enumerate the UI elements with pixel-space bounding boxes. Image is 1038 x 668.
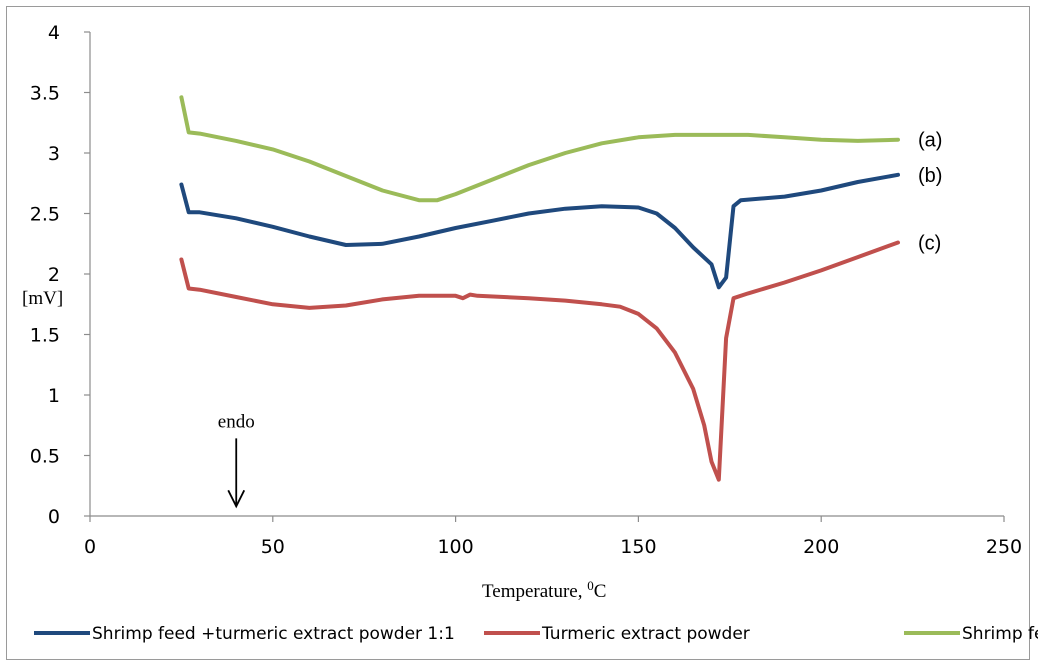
x-axis-label-superscript: 0 [587, 578, 594, 593]
x-axis-label: Temperature, 0C [482, 578, 606, 602]
x-tick-label: 200 [803, 536, 839, 558]
y-tick-label: 3 [48, 143, 60, 165]
x-tick-label: 100 [437, 536, 473, 558]
y-tick-label: 1.5 [30, 325, 60, 347]
endo-annotation: endo [218, 411, 255, 509]
curve-label: (a) [918, 130, 942, 152]
y-tick-label: 2 [48, 264, 60, 286]
curve-label: (c) [918, 233, 941, 255]
y-ticks: 0 0.5 1 1.5 2 2.5 3 3.5 4 [30, 22, 90, 528]
legend-label: Shrimp feed +turmeric extract powder 1:1 [92, 624, 455, 644]
series-layer [179, 95, 900, 482]
y-axis-label: [mV] [22, 288, 63, 309]
x-ticks: 0 50 100 150 200 250 [84, 516, 1022, 558]
y-tick-label: 0.5 [30, 446, 60, 468]
y-tick-label: 0 [48, 506, 60, 528]
series-line [179, 240, 900, 482]
chart-frame [6, 6, 1030, 660]
curve-label: (b) [918, 165, 942, 187]
x-axis-label-unit: C [594, 581, 607, 602]
legend: Shrimp feed +turmeric extract powder 1:1… [34, 624, 1038, 644]
series-line [179, 95, 900, 203]
endo-label: endo [218, 411, 255, 432]
x-tick-label: 150 [620, 536, 656, 558]
x-tick-label: 0 [84, 536, 96, 558]
y-tick-label: 3.5 [30, 83, 60, 105]
legend-label: Shrimp feed [962, 624, 1038, 644]
y-tick-label: 1 [48, 385, 60, 407]
y-tick-label: 4 [48, 22, 60, 44]
endo-arrow-head [227, 489, 246, 509]
series-line [179, 172, 900, 290]
y-tick-label: 2.5 [30, 204, 60, 226]
axes [89, 32, 1004, 517]
curve-labels: (b) (c) (a) [918, 130, 942, 255]
x-tick-label: 250 [986, 536, 1022, 558]
x-axis-label-text: Temperature, [482, 581, 587, 602]
x-tick-label: 50 [261, 536, 285, 558]
legend-label: Turmeric extract powder [541, 624, 750, 644]
